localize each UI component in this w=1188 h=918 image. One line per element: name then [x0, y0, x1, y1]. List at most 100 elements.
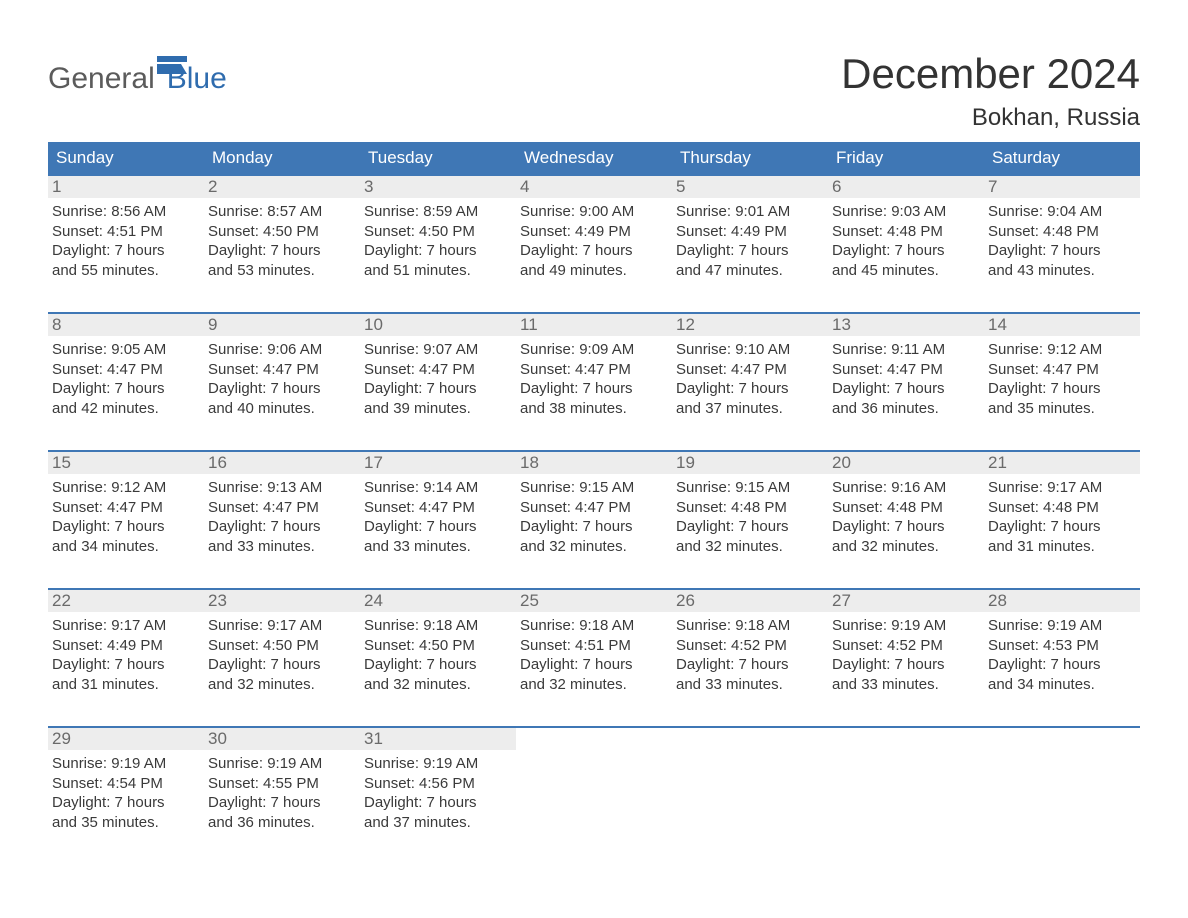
day-number: 15 — [48, 452, 204, 474]
day-body: Sunrise: 9:03 AMSunset: 4:48 PMDaylight:… — [828, 198, 984, 284]
day-body: Sunrise: 9:17 AMSunset: 4:48 PMDaylight:… — [984, 474, 1140, 560]
daylight-text-1: Daylight: 7 hours — [988, 655, 1136, 675]
daylight-text-1: Daylight: 7 hours — [520, 241, 668, 261]
sunrise-text: Sunrise: 9:19 AM — [52, 754, 200, 774]
sunset-text: Sunset: 4:47 PM — [52, 498, 200, 518]
day-number-row: 10 — [360, 314, 516, 336]
day-number-row: 31 — [360, 728, 516, 750]
calendar-day: 22Sunrise: 9:17 AMSunset: 4:49 PMDayligh… — [48, 590, 204, 708]
dayhead-saturday: Saturday — [984, 142, 1140, 174]
daylight-text-2: and 43 minutes. — [988, 261, 1136, 281]
sunset-text: Sunset: 4:56 PM — [364, 774, 512, 794]
day-number: 16 — [204, 452, 360, 474]
day-number: 13 — [828, 314, 984, 336]
sunrise-text: Sunrise: 9:09 AM — [520, 340, 668, 360]
day-number-row: 27 — [828, 590, 984, 612]
day-number: 14 — [984, 314, 1140, 336]
day-body: Sunrise: 9:12 AMSunset: 4:47 PMDaylight:… — [48, 474, 204, 560]
sunrise-text: Sunrise: 9:15 AM — [520, 478, 668, 498]
day-number-row-empty — [984, 728, 1140, 750]
calendar-day: 26Sunrise: 9:18 AMSunset: 4:52 PMDayligh… — [672, 590, 828, 708]
sunset-text: Sunset: 4:47 PM — [208, 498, 356, 518]
sunrise-text: Sunrise: 9:15 AM — [676, 478, 824, 498]
sunrise-text: Sunrise: 9:07 AM — [364, 340, 512, 360]
day-number: 10 — [360, 314, 516, 336]
daylight-text-2: and 31 minutes. — [52, 675, 200, 695]
daylight-text-2: and 35 minutes. — [988, 399, 1136, 419]
calendar-day: 9Sunrise: 9:06 AMSunset: 4:47 PMDaylight… — [204, 314, 360, 432]
daylight-text-1: Daylight: 7 hours — [988, 379, 1136, 399]
day-body: Sunrise: 9:05 AMSunset: 4:47 PMDaylight:… — [48, 336, 204, 422]
dayhead-friday: Friday — [828, 142, 984, 174]
sunrise-text: Sunrise: 9:19 AM — [832, 616, 980, 636]
daylight-text-2: and 38 minutes. — [520, 399, 668, 419]
day-number: 5 — [672, 176, 828, 198]
sunrise-text: Sunrise: 9:10 AM — [676, 340, 824, 360]
daylight-text-2: and 51 minutes. — [364, 261, 512, 281]
daylight-text-2: and 34 minutes. — [988, 675, 1136, 695]
sunset-text: Sunset: 4:55 PM — [208, 774, 356, 794]
calendar-day: 2Sunrise: 8:57 AMSunset: 4:50 PMDaylight… — [204, 176, 360, 294]
day-body: Sunrise: 9:01 AMSunset: 4:49 PMDaylight:… — [672, 198, 828, 284]
sunset-text: Sunset: 4:47 PM — [208, 360, 356, 380]
day-body: Sunrise: 9:14 AMSunset: 4:47 PMDaylight:… — [360, 474, 516, 560]
daylight-text-1: Daylight: 7 hours — [52, 517, 200, 537]
calendar-day: 25Sunrise: 9:18 AMSunset: 4:51 PMDayligh… — [516, 590, 672, 708]
day-number: 22 — [48, 590, 204, 612]
daylight-text-1: Daylight: 7 hours — [364, 517, 512, 537]
day-number: 11 — [516, 314, 672, 336]
sunset-text: Sunset: 4:48 PM — [676, 498, 824, 518]
calendar-day: 29Sunrise: 9:19 AMSunset: 4:54 PMDayligh… — [48, 728, 204, 846]
daylight-text-1: Daylight: 7 hours — [208, 655, 356, 675]
day-number: 27 — [828, 590, 984, 612]
calendar-day: 13Sunrise: 9:11 AMSunset: 4:47 PMDayligh… — [828, 314, 984, 432]
sunrise-text: Sunrise: 9:17 AM — [52, 616, 200, 636]
daylight-text-1: Daylight: 7 hours — [208, 517, 356, 537]
daylight-text-2: and 32 minutes. — [520, 537, 668, 557]
sunrise-text: Sunrise: 9:01 AM — [676, 202, 824, 222]
daylight-text-2: and 37 minutes. — [364, 813, 512, 833]
calendar-day: 4Sunrise: 9:00 AMSunset: 4:49 PMDaylight… — [516, 176, 672, 294]
day-body: Sunrise: 9:18 AMSunset: 4:51 PMDaylight:… — [516, 612, 672, 698]
daylight-text-1: Daylight: 7 hours — [676, 517, 824, 537]
day-number: 20 — [828, 452, 984, 474]
day-number: 24 — [360, 590, 516, 612]
sunrise-text: Sunrise: 9:00 AM — [520, 202, 668, 222]
calendar-day: 31 Sunrise: 9:19 AMSunset: 4:56 PMDayligh… — [360, 728, 516, 846]
day-number-row: 14 — [984, 314, 1140, 336]
sunrise-text: Sunrise: 8:57 AM — [208, 202, 356, 222]
day-body: Sunrise: 9:19 AMSunset: 4:52 PMDaylight:… — [828, 612, 984, 698]
day-number-row: 6 — [828, 176, 984, 198]
day-body: Sunrise: 9:15 AMSunset: 4:48 PMDaylight:… — [672, 474, 828, 560]
day-number-row: 28 — [984, 590, 1140, 612]
daylight-text-2: and 45 minutes. — [832, 261, 980, 281]
day-body: Sunrise: 9:19 AMSunset: 4:55 PMDaylight:… — [204, 750, 360, 836]
sunset-text: Sunset: 4:47 PM — [676, 360, 824, 380]
calendar-day: 14Sunrise: 9:12 AMSunset: 4:47 PMDayligh… — [984, 314, 1140, 432]
calendar-day: 1Sunrise: 8:56 AMSunset: 4:51 PMDaylight… — [48, 176, 204, 294]
sunset-text: Sunset: 4:50 PM — [208, 222, 356, 242]
day-number-row: 18 — [516, 452, 672, 474]
day-number-row: 30 — [204, 728, 360, 750]
sunrise-text: Sunrise: 8:56 AM — [52, 202, 200, 222]
weeks-container: 1Sunrise: 8:56 AMSunset: 4:51 PMDaylight… — [48, 174, 1140, 846]
day-number-row: 13 — [828, 314, 984, 336]
daylight-text-1: Daylight: 7 hours — [364, 793, 512, 813]
daylight-text-2: and 32 minutes. — [676, 537, 824, 557]
sunset-text: Sunset: 4:49 PM — [676, 222, 824, 242]
sunset-text: Sunset: 4:47 PM — [520, 498, 668, 518]
day-number: 17 — [360, 452, 516, 474]
sunrise-text: Sunrise: 9:04 AM — [988, 202, 1136, 222]
day-body: Sunrise: 9:17 AMSunset: 4:50 PMDaylight:… — [204, 612, 360, 698]
daylight-text-1: Daylight: 7 hours — [364, 655, 512, 675]
day-body: Sunrise: 9:11 AMSunset: 4:47 PMDaylight:… — [828, 336, 984, 422]
sunrise-text: Sunrise: 9:19 AM — [364, 754, 512, 774]
month-title: December 2024 — [841, 50, 1140, 98]
day-header-row: Sunday Monday Tuesday Wednesday Thursday… — [48, 142, 1140, 174]
calendar-day: 20Sunrise: 9:16 AMSunset: 4:48 PMDayligh… — [828, 452, 984, 570]
sunset-text: Sunset: 4:47 PM — [364, 360, 512, 380]
daylight-text-2: and 32 minutes. — [832, 537, 980, 557]
day-number-row: 20 — [828, 452, 984, 474]
calendar-day: 21Sunrise: 9:17 AMSunset: 4:48 PMDayligh… — [984, 452, 1140, 570]
day-number-row-empty — [672, 728, 828, 750]
